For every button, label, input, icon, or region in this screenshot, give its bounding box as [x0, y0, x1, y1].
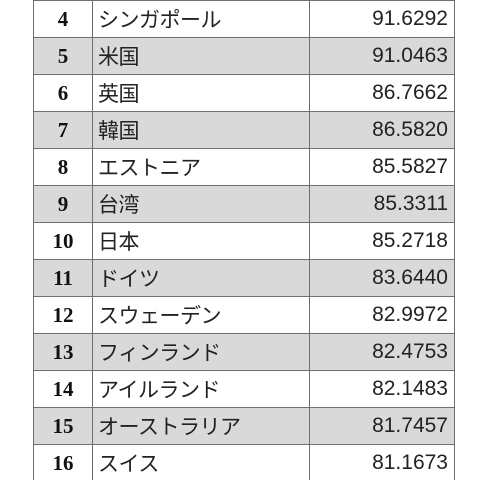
table-row: 16 スイス 81.1673 — [33, 444, 455, 480]
score-cell: 83.6440 — [309, 259, 455, 297]
score-cell: 85.2718 — [309, 222, 455, 260]
rank-cell: 13 — [33, 333, 93, 371]
table-row: 14 アイルランド 82.1483 — [33, 370, 455, 408]
score-cell: 91.0463 — [309, 37, 455, 75]
score-cell: 82.9972 — [309, 296, 455, 334]
score-cell: 86.7662 — [309, 74, 455, 112]
country-cell: フィンランド — [92, 333, 310, 371]
table-row: 8 エストニア 85.5827 — [33, 148, 455, 186]
score-cell: 85.5827 — [309, 148, 455, 186]
score-cell: 82.4753 — [309, 333, 455, 371]
rank-cell: 11 — [33, 259, 93, 297]
table-row: 15 オーストラリア 81.7457 — [33, 407, 455, 445]
country-cell: 韓国 — [92, 111, 310, 149]
score-cell: 86.5820 — [309, 111, 455, 149]
country-cell: アイルランド — [92, 370, 310, 408]
rank-cell: 8 — [33, 148, 93, 186]
rank-cell: 14 — [33, 370, 93, 408]
score-cell: 81.1673 — [309, 444, 455, 480]
country-cell: 日本 — [92, 222, 310, 260]
rank-cell: 7 — [33, 111, 93, 149]
table-row: 10 日本 85.2718 — [33, 222, 455, 260]
table-row: 9 台湾 85.3311 — [33, 185, 455, 223]
rank-cell: 12 — [33, 296, 93, 334]
country-cell: ドイツ — [92, 259, 310, 297]
rank-cell: 5 — [33, 37, 93, 75]
table-row: 7 韓国 86.5820 — [33, 111, 455, 149]
rank-cell: 9 — [33, 185, 93, 223]
table-row: 6 英国 86.7662 — [33, 74, 455, 112]
country-cell: エストニア — [92, 148, 310, 186]
country-cell: 英国 — [92, 74, 310, 112]
table-row: 13 フィンランド 82.4753 — [33, 333, 455, 371]
table-row: 11 ドイツ 83.6440 — [33, 259, 455, 297]
country-cell: スウェーデン — [92, 296, 310, 334]
rank-cell: 10 — [33, 222, 93, 260]
table-row: 12 スウェーデン 82.9972 — [33, 296, 455, 334]
country-cell: 米国 — [92, 37, 310, 75]
table-row: 4 シンガポール 91.6292 — [33, 0, 455, 38]
score-cell: 91.6292 — [309, 0, 455, 38]
ranking-table: 3 4 シンガポール 91.6292 5 米国 91.0463 6 英国 86.… — [33, 0, 455, 480]
rank-cell: 16 — [33, 444, 93, 480]
country-cell: 台湾 — [92, 185, 310, 223]
score-cell: 82.1483 — [309, 370, 455, 408]
ranking-table-body: 3 4 シンガポール 91.6292 5 米国 91.0463 6 英国 86.… — [33, 0, 455, 480]
country-cell: オーストラリア — [92, 407, 310, 445]
table-row: 5 米国 91.0463 — [33, 37, 455, 75]
score-cell: 81.7457 — [309, 407, 455, 445]
country-cell: スイス — [92, 444, 310, 480]
rank-cell: 15 — [33, 407, 93, 445]
country-cell: シンガポール — [92, 0, 310, 38]
score-cell: 85.3311 — [309, 185, 455, 223]
rank-cell: 6 — [33, 74, 93, 112]
rank-cell: 4 — [33, 0, 93, 38]
